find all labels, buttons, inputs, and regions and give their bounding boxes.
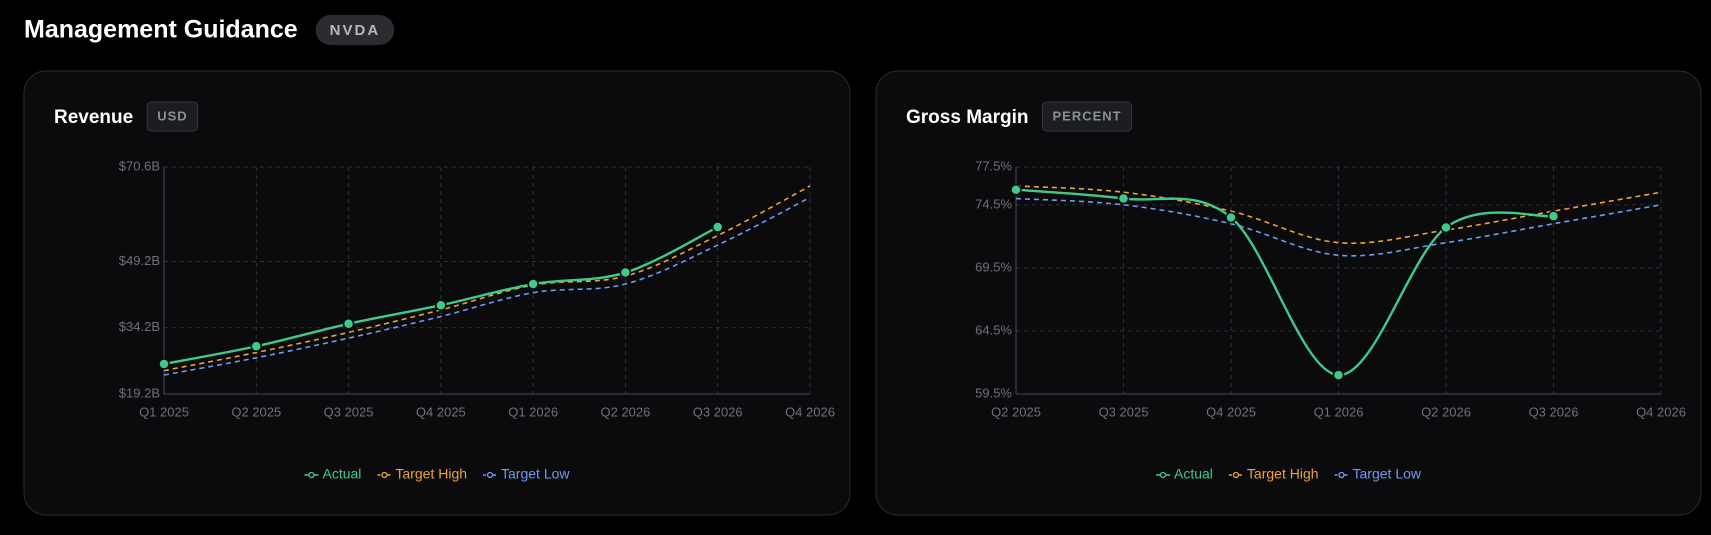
chart-title: Revenue — [54, 107, 133, 128]
data-point — [1547, 210, 1560, 222]
chart-card: Revenue USD $19.2B $34.2B $49.2B $70.6B Q1 202… — [23, 70, 851, 516]
data-point — [342, 318, 355, 330]
unit-badge — [1041, 101, 1133, 132]
legend-dot — [486, 471, 494, 479]
x-tick-label: Q2 2025 — [991, 404, 1041, 419]
y-tick-label: 64.5% — [975, 322, 1012, 337]
card — [875, 70, 1702, 516]
legend-dot — [1338, 471, 1345, 479]
x-tick-label: Q3 2025 — [1099, 404, 1149, 419]
data-point — [158, 358, 170, 370]
legend-label: Target Low — [501, 466, 570, 482]
legend-item: Target Low — [1334, 466, 1422, 482]
data-point — [1225, 211, 1237, 224]
legend-dot — [1159, 471, 1167, 479]
unit-label: PERCENT — [1052, 108, 1121, 123]
unit-label: USD — [157, 108, 187, 123]
legend-label: Target High — [395, 466, 467, 482]
x-tick-label: Q3 2026 — [693, 404, 743, 419]
card — [23, 70, 851, 516]
x-tick-label: Q3 2025 — [324, 404, 374, 419]
legend-item: Target Low — [483, 466, 570, 482]
legend-label: Target Low — [1353, 466, 1422, 482]
ticker: NVDA — [330, 22, 381, 39]
legend-item: Target High — [1228, 466, 1319, 482]
unit-badge — [146, 101, 199, 132]
x-tick-label: Q4 2025 — [416, 404, 466, 419]
series-line — [163, 185, 811, 372]
x-tick-label: Q1 2026 — [508, 404, 558, 419]
data-point — [711, 221, 724, 233]
data-point — [1332, 369, 1345, 381]
y-tick-label: $19.2B — [119, 385, 160, 400]
x-tick-label: Q2 2026 — [1421, 404, 1471, 419]
legend-item: Target High — [377, 466, 467, 482]
x-tick-label: Q4 2026 — [1636, 404, 1686, 419]
legend-label: Actual — [323, 466, 362, 482]
legend-dot — [381, 471, 388, 479]
ticker-badge — [315, 15, 395, 45]
x-tick-label: Q1 2026 — [1314, 404, 1364, 419]
legend-dot — [1232, 471, 1240, 479]
legend-item: Actual — [304, 466, 362, 482]
legend-label: Actual — [1174, 466, 1213, 482]
y-tick-label: 77.5% — [975, 158, 1012, 173]
page-title: Management Guidance — [24, 16, 298, 44]
x-tick-label: Q4 2026 — [785, 404, 835, 419]
series-line — [163, 196, 811, 376]
data-point — [435, 299, 447, 311]
y-tick-label: $70.6B — [119, 158, 160, 173]
data-point — [250, 340, 263, 353]
y-tick-label: $34.2B — [119, 319, 160, 334]
y-tick-label: 74.5% — [975, 196, 1012, 211]
data-point — [1440, 221, 1452, 234]
x-tick-label: Q1 2025 — [139, 404, 189, 419]
data-point — [1010, 183, 1022, 196]
legend-label: Target High — [1247, 466, 1319, 482]
legend-dot — [308, 471, 315, 479]
x-tick-label: Q2 2026 — [600, 404, 650, 419]
x-tick-label: Q3 2026 — [1529, 404, 1579, 419]
data-point — [527, 278, 539, 290]
y-tick-label: 69.5% — [975, 259, 1012, 274]
chart-title: Gross Margin — [906, 107, 1028, 128]
data-point — [619, 266, 632, 279]
data-point — [1117, 192, 1130, 205]
legend-item: Actual — [1156, 466, 1213, 482]
x-tick-label: Q2 2025 — [231, 404, 281, 419]
y-tick-label: $49.2B — [119, 253, 160, 268]
y-tick-label: 59.5% — [975, 385, 1012, 400]
chart-card: Gross Margin PERCENT 59.5% 64.5% 69.5% 74.5% 7… — [875, 70, 1702, 516]
x-tick-label: Q4 2025 — [1206, 404, 1256, 419]
